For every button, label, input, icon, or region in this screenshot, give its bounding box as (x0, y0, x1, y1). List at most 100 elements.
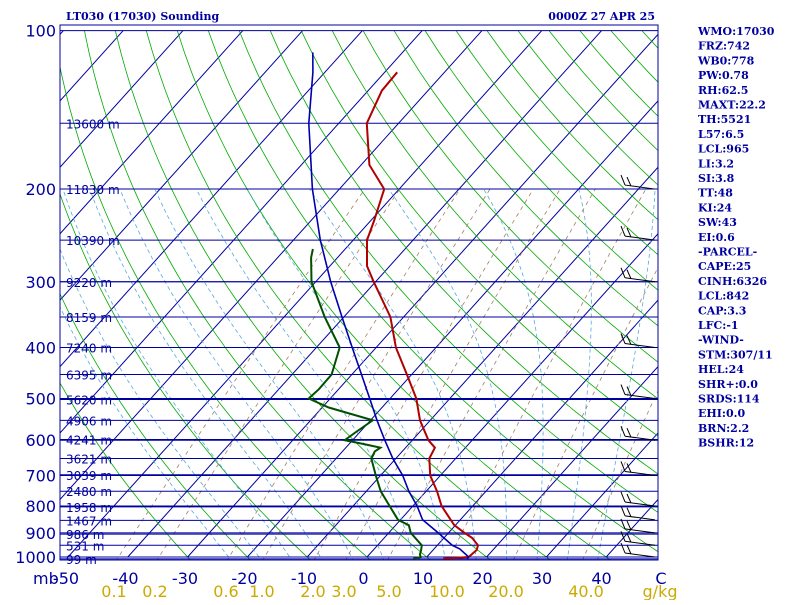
mixing-ratio-line (512, 266, 658, 560)
temperature-tick-label: 30 (532, 569, 552, 588)
isotherm (60, 30, 483, 501)
height-label: 986 m (66, 528, 104, 542)
wind-barb (620, 505, 656, 521)
index-line: SW:43 (698, 216, 737, 229)
height-label: 8159 m (66, 311, 112, 325)
moist-adiabat (309, 188, 477, 560)
dry-adiabat (455, 30, 658, 256)
temperature-tick-label: -10 (291, 569, 317, 588)
dry-adiabat (84, 30, 432, 560)
mixing-ratio-line (226, 188, 461, 560)
index-line: LCL:842 (698, 290, 749, 303)
mixing-ratio-tick-label: g/kg (643, 582, 678, 600)
index-line: L57:6.5 (698, 128, 744, 141)
wind-barb-flag (626, 269, 632, 279)
wind-barb (620, 426, 656, 441)
wind-barb-staff (624, 540, 656, 546)
index-line: LFC:-1 (698, 319, 739, 332)
wind-barb (620, 333, 656, 349)
wind-barb (620, 531, 656, 546)
isotherm (247, 100, 658, 558)
index-line: WB0:778 (697, 54, 755, 67)
mixing-ratio-line (262, 188, 491, 560)
wind-barb-flag (626, 463, 632, 473)
dry-adiabat (60, 292, 251, 560)
wind-barb-flag (626, 386, 632, 396)
pressure-tick-label: 700 (25, 466, 56, 485)
pressure-tick-label: 500 (25, 390, 56, 409)
mixing-ratio-line (156, 188, 401, 560)
height-label: 13600 m (66, 117, 120, 131)
pressure-tick-label: 400 (25, 339, 56, 358)
height-label: 4241 m (66, 433, 112, 447)
pressure-tick-label: 300 (25, 273, 56, 292)
moist-adiabat (62, 188, 293, 560)
mixing-ratio-tick-label: 3.0 (331, 582, 356, 600)
isotherm (60, 30, 303, 301)
temperature-tick-label: -40 (112, 569, 138, 588)
temperature-trace (365, 71, 480, 560)
temperature-tick-label: -50 (53, 569, 79, 588)
dewpoint-trace (306, 248, 423, 560)
index-line: STM:307/11 (698, 348, 773, 361)
index-line: SRDS:114 (698, 393, 760, 406)
isotherm (366, 232, 658, 558)
isotherm (127, 30, 602, 558)
wind-barbs (620, 174, 656, 558)
grid-layer (60, 30, 658, 560)
mixing-ratio-tick-label: 20.0 (488, 582, 524, 600)
wind-barb-flag (620, 531, 626, 542)
dry-adiabat (60, 64, 372, 560)
dry-adiabat (269, 30, 658, 475)
pressure-unit-label: mb (33, 569, 59, 588)
index-line: BSHR:12 (698, 437, 754, 450)
height-label: 11830 m (66, 183, 120, 197)
wind-barb-flag (620, 384, 626, 395)
moist-adiabat (388, 188, 508, 560)
height-label: 1958 m (66, 501, 112, 515)
wind-barb (620, 542, 656, 558)
temperature-tick-label: 20 (472, 569, 492, 588)
moist-adiabat (60, 248, 262, 560)
dry-adiabat (176, 30, 612, 560)
index-line: TH:5521 (698, 113, 751, 126)
moist-adiabat (119, 188, 354, 560)
dry-adiabat (393, 30, 658, 327)
moist-adiabat (566, 189, 592, 560)
index-line: -WIND- (698, 334, 744, 347)
index-line: WMO:17030 (697, 25, 775, 38)
wind-barb-flag (626, 533, 632, 543)
height-label: 10390 m (66, 234, 120, 248)
temperature-tick-label: -20 (231, 569, 257, 588)
plot-frame (59, 24, 659, 561)
index-line: PW:0.78 (698, 69, 749, 82)
wind-barb-flag (620, 542, 626, 554)
moist-adiabat (597, 189, 656, 560)
wind-barb (620, 174, 656, 190)
wind-barb-flag (626, 520, 632, 531)
height-label: 3039 m (66, 469, 112, 483)
mixing-ratio-tick-label: 0.2 (142, 582, 167, 600)
wind-barb-staff (624, 501, 656, 507)
wind-barb (620, 491, 656, 507)
wind-barb-flag (620, 505, 626, 517)
height-label: 2480 m (66, 485, 112, 499)
wind-barb-staff (624, 277, 656, 283)
index-line: CAP:3.3 (698, 304, 746, 317)
moist-adiabat (196, 188, 416, 560)
wind-barb-flag (626, 176, 632, 187)
dry-adiabat (579, 30, 658, 117)
moist-adiabat (246, 188, 446, 560)
temperature-tick-label: 0 (358, 569, 368, 588)
mixing-ratio-tick-label: 10.0 (429, 582, 465, 600)
wind-barb-staff (624, 184, 656, 190)
wind-barb-flag (626, 493, 632, 504)
index-line: CAPE:25 (698, 260, 751, 273)
wind-barb-staff (624, 552, 656, 558)
index-line: TT:48 (698, 187, 733, 200)
moist-adiabat (60, 305, 232, 560)
sounding-traces (306, 52, 480, 560)
moist-adiabat (154, 188, 385, 560)
height-label: 531 m (66, 539, 104, 553)
